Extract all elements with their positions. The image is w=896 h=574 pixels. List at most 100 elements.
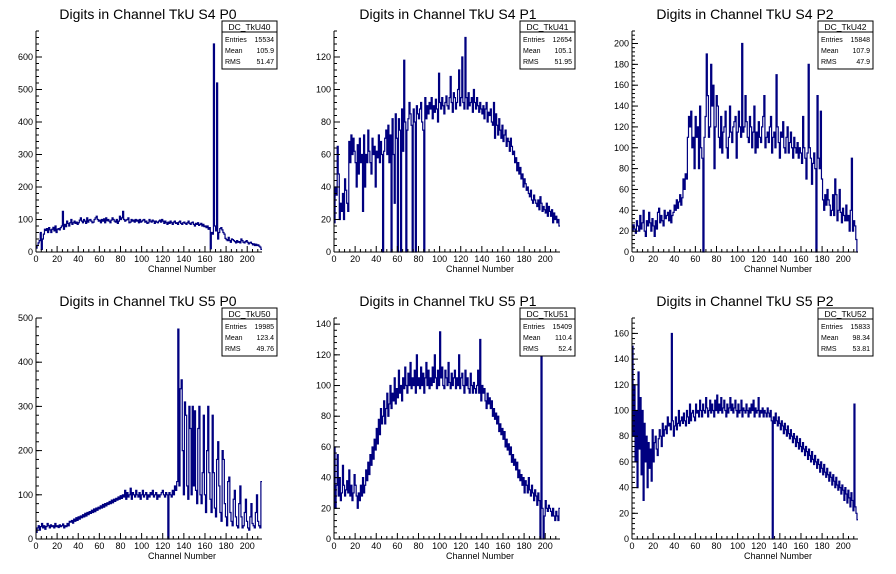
x-tick-label: 100 (134, 254, 149, 264)
y-tick-label: 60 (619, 457, 629, 467)
x-tick-label: 0 (629, 254, 634, 264)
y-tick-label: 180 (614, 59, 629, 69)
stats-key: Mean (225, 335, 243, 342)
y-tick-label: 80 (321, 411, 331, 421)
stats-value: 51.47 (256, 59, 274, 66)
y-tick-label: 20 (619, 508, 629, 518)
y-tick-label: 400 (18, 117, 33, 127)
x-tick-label: 40 (371, 254, 381, 264)
stats-value: 98.34 (852, 335, 870, 342)
x-tick-label: 0 (33, 541, 38, 551)
x-tick-label: 140 (176, 254, 191, 264)
x-tick-label: 60 (690, 254, 700, 264)
stats-key: Mean (821, 48, 839, 55)
x-tick-label: 40 (73, 254, 83, 264)
x-tick-label: 40 (371, 541, 381, 551)
y-tick-label: 0 (624, 534, 629, 544)
x-tick-label: 200 (240, 254, 255, 264)
x-axis-label: Channel Number (446, 551, 514, 561)
x-axis-label: Channel Number (744, 551, 812, 561)
stats-value: 53.81 (852, 346, 870, 353)
x-tick-label: 40 (669, 254, 679, 264)
y-tick-label: 100 (18, 215, 33, 225)
x-tick-label: 160 (793, 541, 808, 551)
x-tick-label: 100 (432, 541, 447, 551)
stats-box (817, 307, 874, 357)
x-axis-label: Channel Number (744, 264, 812, 274)
x-tick-label: 60 (690, 541, 700, 551)
histogram-series-line (334, 331, 560, 540)
stats-box (519, 20, 576, 70)
x-axis-label: Channel Number (446, 264, 514, 274)
x-tick-label: 0 (331, 541, 336, 551)
y-tick-label: 100 (18, 490, 33, 500)
y-tick-label: 120 (316, 350, 331, 360)
x-tick-label: 160 (197, 254, 212, 264)
y-tick-label: 120 (316, 52, 331, 62)
stats-value: 107.9 (852, 48, 870, 55)
x-tick-label: 180 (517, 254, 532, 264)
y-tick-label: 100 (614, 143, 629, 153)
x-tick-label: 100 (730, 254, 745, 264)
x-tick-label: 200 (240, 541, 255, 551)
y-tick-label: 20 (321, 503, 331, 513)
y-tick-label: 80 (619, 431, 629, 441)
x-tick-label: 140 (772, 541, 787, 551)
y-tick-label: 600 (18, 52, 33, 62)
x-tick-label: 180 (517, 541, 532, 551)
panel-title: Digits in Channel TkU S5 P2 (656, 293, 833, 309)
y-tick-label: 140 (614, 354, 629, 364)
y-tick-label: 20 (619, 226, 629, 236)
histogram-panel-6: Digits in Channel TkU S5 P2 0 20 40 60 80 100 1… (614, 293, 874, 561)
x-tick-label: 80 (115, 254, 125, 264)
y-tick-label: 0 (28, 534, 33, 544)
y-tick-label: 40 (619, 483, 629, 493)
x-tick-label: 60 (94, 541, 104, 551)
stats-key: Mean (523, 48, 541, 55)
stats-key: Mean (225, 48, 243, 55)
stats-title: DC_TkU41 (526, 22, 568, 32)
stats-value: 12654 (553, 37, 573, 44)
stats-box (221, 20, 278, 70)
x-tick-label: 60 (94, 254, 104, 264)
x-tick-label: 160 (793, 254, 808, 264)
y-tick-label: 40 (619, 205, 629, 215)
y-tick-label: 140 (316, 319, 331, 329)
stats-key: Entries (225, 37, 247, 44)
x-tick-label: 140 (474, 254, 489, 264)
histogram-series-line (632, 332, 858, 540)
histogram-series-line (36, 43, 262, 250)
x-axis-label: Channel Number (148, 551, 216, 561)
x-tick-label: 120 (453, 541, 468, 551)
x-tick-label: 0 (629, 541, 634, 551)
x-tick-label: 40 (669, 541, 679, 551)
x-tick-label: 20 (52, 254, 62, 264)
histogram-series-line (334, 36, 560, 253)
stats-title: DC_TkU50 (228, 309, 270, 319)
x-tick-label: 0 (33, 254, 38, 264)
x-tick-label: 140 (772, 254, 787, 264)
y-tick-label: 160 (614, 80, 629, 90)
x-tick-label: 100 (730, 541, 745, 551)
stats-value: 110.4 (555, 335, 572, 342)
y-tick-label: 20 (321, 215, 331, 225)
histogram-panel-3: Digits in Channel TkU S4 P2 0 20 40 60 80 100 1… (614, 6, 874, 274)
x-tick-label: 80 (711, 254, 721, 264)
histogram-panel-1: Digits in Channel TkU S4 P0 0 20 40 60 80 100 1… (18, 6, 278, 274)
y-tick-label: 0 (624, 247, 629, 257)
panel-title: Digits in Channel TkU S5 P0 (59, 293, 236, 309)
stats-title: DC_TkU52 (824, 309, 866, 319)
x-tick-label: 80 (115, 541, 125, 551)
y-tick-label: 300 (18, 150, 33, 160)
stats-value: 52.4 (558, 346, 572, 353)
stats-key: Entries (225, 324, 247, 331)
x-tick-label: 160 (495, 541, 510, 551)
stats-key: RMS (225, 346, 241, 353)
x-tick-label: 200 (538, 254, 553, 264)
y-tick-label: 200 (614, 39, 629, 49)
stats-box (519, 307, 576, 357)
stats-box (221, 307, 278, 357)
x-tick-label: 140 (474, 541, 489, 551)
x-axis-label: Channel Number (148, 264, 216, 274)
x-tick-label: 120 (751, 254, 766, 264)
